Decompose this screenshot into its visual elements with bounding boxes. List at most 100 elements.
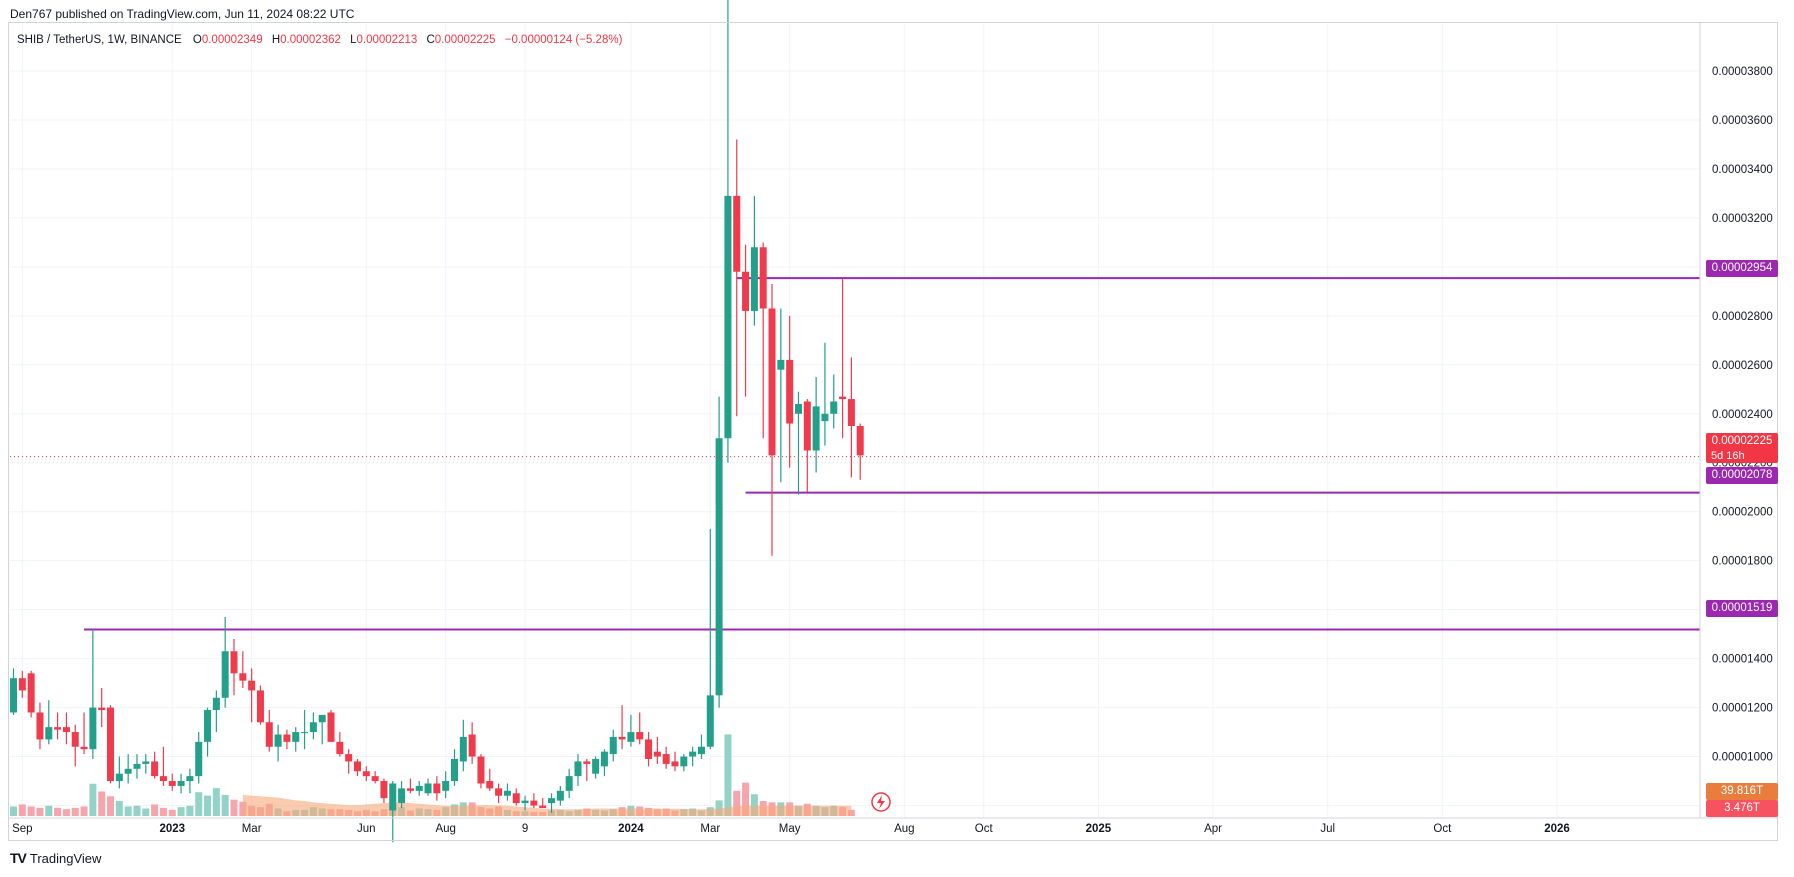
candle-body (724, 195, 732, 439)
x-tick-label: Jun (357, 823, 376, 835)
volume-bar (36, 807, 44, 816)
candle-body (609, 736, 617, 755)
candle-body (548, 798, 556, 804)
candle-body (406, 788, 414, 791)
candle-body (301, 732, 309, 734)
candle-body (98, 707, 106, 711)
x-tick-label: Oct (975, 823, 994, 835)
candle-body (265, 722, 273, 747)
candle-body (503, 790, 511, 796)
candle-body (468, 734, 476, 757)
candle-body (18, 678, 26, 691)
x-tick-label: 2025 (1086, 823, 1112, 835)
low-key: L (350, 34, 357, 46)
y-tick-label: 0.00003600 (1712, 115, 1773, 127)
high-key: H (271, 34, 281, 46)
candle-body (71, 732, 79, 747)
candle-body (371, 776, 379, 782)
close-key: C (426, 34, 435, 46)
candle-body (574, 761, 582, 777)
candle-body (89, 707, 97, 750)
candle-body (477, 756, 485, 784)
y-tick-label: 0.00001400 (1712, 654, 1773, 666)
volume-bar (177, 807, 185, 816)
candle-body (786, 359, 794, 424)
y-tick-label: 0.00002400 (1712, 409, 1773, 421)
candle-body (600, 751, 608, 767)
candle-body (62, 727, 70, 733)
tradingview-logo-icon: TV (10, 850, 27, 866)
footer-brand[interactable]: TV TradingView (10, 850, 101, 866)
grid-lines (10, 22, 1700, 818)
candle-body (768, 308, 776, 456)
candle-body (186, 776, 194, 782)
candle-body (415, 785, 423, 791)
candle-body (451, 758, 458, 782)
y-tick-label: 0.00003200 (1712, 213, 1773, 225)
x-tick-label: 2023 (159, 823, 185, 835)
candle-body (847, 399, 855, 426)
candle-body (336, 741, 344, 755)
last-price-value: 0.00002225 (1711, 435, 1773, 447)
x-tick-label: Jul (1320, 823, 1335, 835)
candle-body (830, 401, 838, 414)
volume-bar (89, 783, 97, 816)
x-tick-label: Apr (1204, 823, 1222, 835)
volume-bar (98, 791, 106, 816)
candle-body (733, 195, 741, 272)
volume-bar (142, 808, 150, 816)
candle-body (318, 714, 326, 723)
y-tick-label: 0.00002800 (1712, 311, 1773, 323)
candle-body (715, 438, 723, 696)
x-tick-label: May (779, 823, 801, 835)
volume-bar (18, 804, 26, 816)
candle-body (636, 732, 644, 740)
last-price-tag: 0.00002225 5d 16h (1706, 433, 1778, 463)
candle-body (442, 781, 450, 791)
volume-bar (204, 795, 212, 816)
symbol-legend: SHIB / TetherUS, 1W, BINANCE O0.00002349… (17, 34, 622, 46)
x-tick-label: Mar (700, 823, 720, 835)
volume-ma-area (242, 794, 852, 816)
y-tick-label: 0.00003800 (1712, 66, 1773, 78)
y-tick-label: 0.00001200 (1712, 703, 1773, 715)
y-tick-label: 0.00003400 (1712, 164, 1773, 176)
candle-body (653, 751, 661, 757)
level-tag-2: 0.00001519 (1706, 600, 1778, 617)
candle-body (283, 734, 291, 742)
candle-body (80, 746, 88, 750)
candle-body (794, 403, 802, 414)
candle-body (212, 697, 220, 711)
x-tick-label: Aug (894, 823, 914, 835)
volume-bar (10, 806, 17, 816)
open-key: O (192, 34, 202, 46)
candle-body (821, 413, 829, 422)
candle-body (54, 727, 62, 730)
candle-body (177, 781, 185, 786)
candle-body (539, 805, 547, 808)
candle-body (248, 680, 256, 691)
candle-body (459, 736, 467, 762)
volume-bar (230, 799, 238, 816)
brand-name: TradingView (29, 850, 102, 866)
candle-body (256, 690, 264, 723)
volume-bar (107, 796, 115, 816)
volume-bar (54, 807, 62, 816)
y-tick-label: 0.00001800 (1712, 556, 1773, 568)
candle-body (742, 271, 750, 311)
volume-bar (124, 806, 132, 816)
chart-frame (8, 22, 1778, 841)
candle-body (759, 247, 767, 309)
candle-body (697, 746, 705, 755)
candle-body (239, 673, 247, 681)
volume-bar (45, 805, 53, 816)
high-value: 0.00002362 (280, 34, 341, 46)
x-axis-labels: Sep 2023 Mar Jun Aug 9 2024 Mar May Aug Oct 2025 Apr… (12, 823, 1570, 835)
candle-body (142, 761, 150, 764)
candle-body (159, 776, 167, 782)
candle-body (530, 800, 538, 806)
candle-body (345, 754, 353, 762)
volume-bar (212, 788, 220, 816)
replay-icon[interactable] (871, 792, 891, 812)
